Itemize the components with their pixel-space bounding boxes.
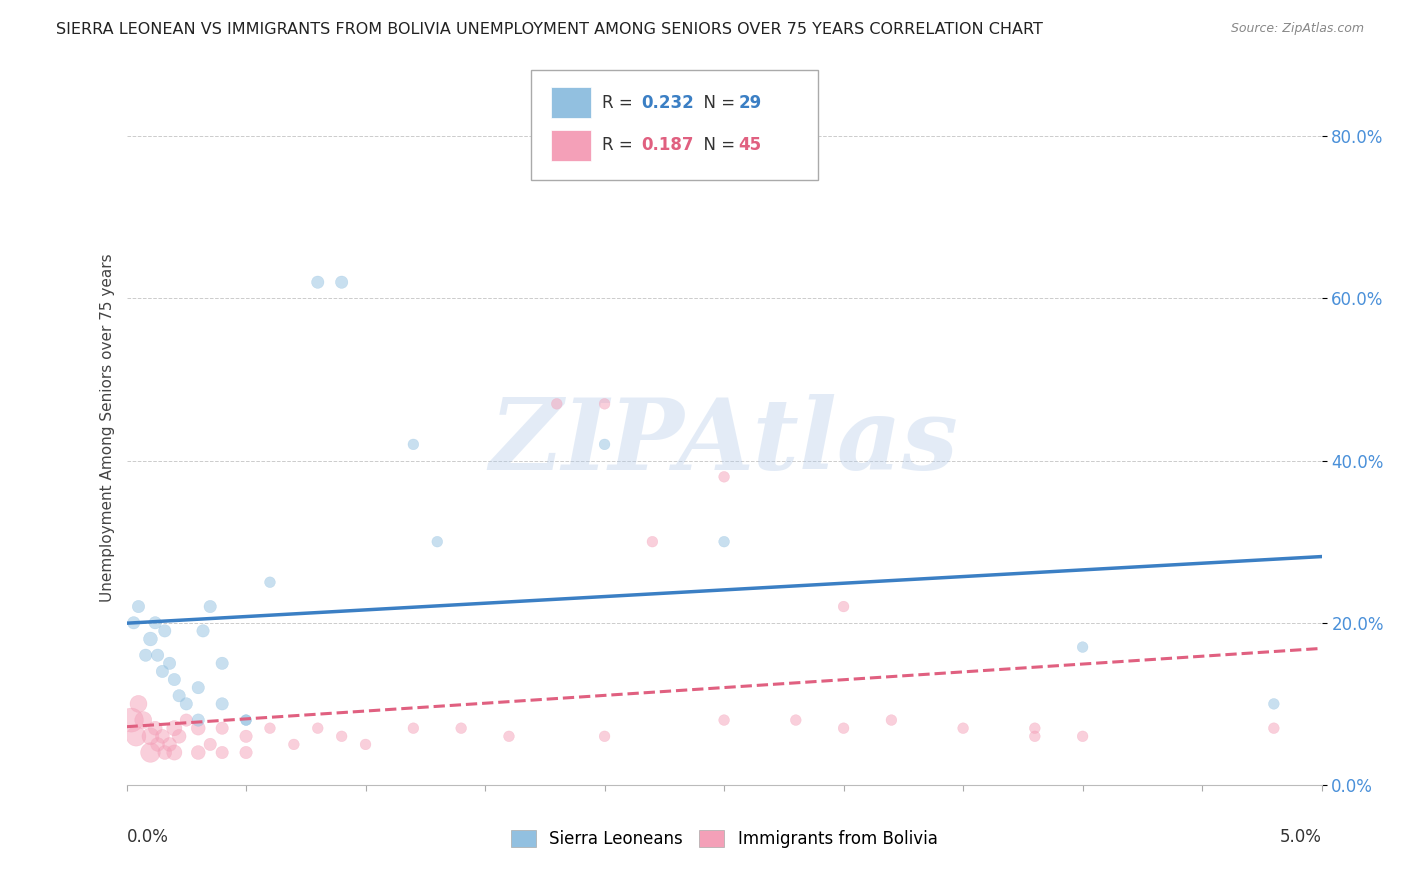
Point — [426, 534, 449, 549]
Point — [211, 657, 233, 671]
Point — [143, 615, 166, 630]
Point — [135, 648, 157, 663]
Point — [139, 746, 162, 760]
Point — [259, 575, 281, 590]
Point — [1024, 721, 1046, 735]
Point — [211, 746, 233, 760]
Text: 29: 29 — [738, 94, 762, 112]
Point — [1071, 640, 1094, 654]
Point — [153, 624, 176, 638]
Point — [1071, 729, 1094, 743]
Point — [167, 689, 190, 703]
Point — [187, 746, 209, 760]
Point — [235, 746, 257, 760]
Point — [174, 697, 197, 711]
Legend: Sierra Leoneans, Immigrants from Bolivia: Sierra Leoneans, Immigrants from Bolivia — [503, 823, 945, 855]
Point — [832, 599, 855, 614]
Point — [187, 713, 209, 727]
Point — [330, 729, 353, 743]
Point — [402, 437, 425, 451]
Text: 45: 45 — [738, 136, 761, 154]
Text: ZIPAtlas: ZIPAtlas — [489, 394, 959, 491]
Point — [593, 729, 616, 743]
Point — [546, 397, 568, 411]
Text: N =: N = — [693, 136, 741, 154]
Point — [1024, 729, 1046, 743]
Text: N =: N = — [693, 94, 741, 112]
Point — [235, 713, 257, 727]
Point — [146, 738, 169, 752]
Point — [259, 721, 281, 735]
Point — [187, 721, 209, 735]
Point — [952, 721, 974, 735]
Point — [187, 681, 209, 695]
Point — [785, 713, 807, 727]
Point — [163, 746, 186, 760]
Point — [593, 437, 616, 451]
Point — [159, 738, 181, 752]
Point — [153, 746, 176, 760]
Text: R =: R = — [602, 94, 638, 112]
Point — [641, 534, 664, 549]
Point — [211, 721, 233, 735]
Text: 0.187: 0.187 — [641, 136, 693, 154]
Point — [163, 721, 186, 735]
Point — [402, 721, 425, 735]
Point — [163, 673, 186, 687]
Y-axis label: Unemployment Among Seniors over 75 years: Unemployment Among Seniors over 75 years — [100, 254, 115, 602]
Point — [1263, 697, 1285, 711]
Point — [307, 721, 329, 735]
Point — [122, 615, 145, 630]
Point — [235, 713, 257, 727]
Point — [713, 534, 735, 549]
Point — [146, 648, 169, 663]
Text: 0.0%: 0.0% — [127, 828, 169, 846]
Point — [593, 397, 616, 411]
Point — [330, 275, 353, 289]
Point — [127, 697, 149, 711]
Point — [125, 729, 148, 743]
Point — [450, 721, 472, 735]
Point — [200, 738, 222, 752]
Point — [167, 729, 190, 743]
Point — [143, 721, 166, 735]
Point — [354, 738, 377, 752]
Point — [152, 665, 174, 679]
Point — [235, 729, 257, 743]
Point — [139, 632, 162, 646]
Text: 0.232: 0.232 — [641, 94, 695, 112]
Point — [713, 470, 735, 484]
Point — [174, 713, 197, 727]
Point — [120, 713, 142, 727]
Point — [880, 713, 903, 727]
Text: 5.0%: 5.0% — [1279, 828, 1322, 846]
Point — [211, 697, 233, 711]
Point — [159, 657, 181, 671]
Text: Source: ZipAtlas.com: Source: ZipAtlas.com — [1230, 22, 1364, 36]
Point — [139, 729, 162, 743]
Point — [713, 713, 735, 727]
Text: SIERRA LEONEAN VS IMMIGRANTS FROM BOLIVIA UNEMPLOYMENT AMONG SENIORS OVER 75 YEA: SIERRA LEONEAN VS IMMIGRANTS FROM BOLIVI… — [56, 22, 1043, 37]
Point — [498, 729, 520, 743]
Point — [132, 713, 155, 727]
Point — [283, 738, 305, 752]
Point — [832, 721, 855, 735]
Point — [127, 599, 149, 614]
Point — [200, 599, 222, 614]
Text: R =: R = — [602, 136, 638, 154]
Point — [307, 275, 329, 289]
Point — [191, 624, 214, 638]
Point — [1263, 721, 1285, 735]
Point — [152, 729, 174, 743]
